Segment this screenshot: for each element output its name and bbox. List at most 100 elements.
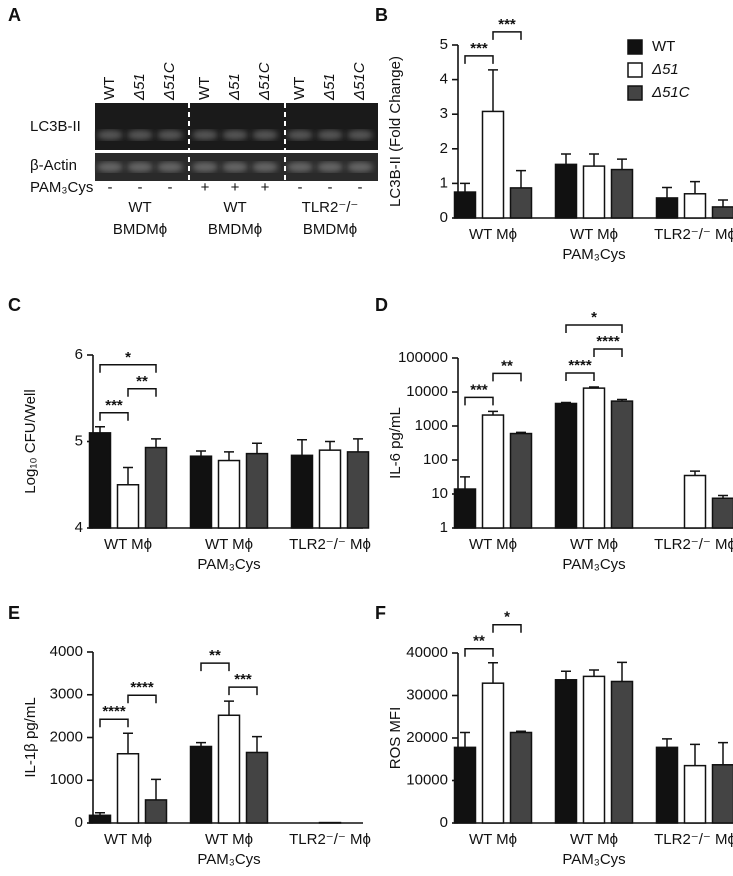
legend-label: Δ51 bbox=[651, 61, 679, 78]
bar bbox=[116, 752, 140, 824]
panel-letter: C bbox=[8, 295, 21, 315]
significance-bracket bbox=[99, 718, 129, 728]
significance-label: ** bbox=[501, 357, 513, 374]
bar bbox=[711, 764, 733, 824]
x-tick-label: WT Mϕ bbox=[469, 226, 517, 243]
significance-bracket bbox=[464, 396, 494, 406]
band bbox=[252, 130, 278, 140]
y-tick-label: 1000 bbox=[50, 771, 83, 788]
bar bbox=[481, 414, 505, 529]
error-bar bbox=[151, 778, 161, 800]
band bbox=[192, 130, 218, 140]
x-tick-label: TLR2⁻/⁻ Mϕ bbox=[654, 831, 733, 848]
bar bbox=[655, 197, 679, 219]
panel-letter: D bbox=[375, 295, 388, 315]
lane-label: Δ51 bbox=[226, 73, 243, 101]
significance-label: * bbox=[125, 349, 131, 366]
legend-label: Δ51C bbox=[651, 84, 690, 101]
significance-label: *** bbox=[470, 40, 488, 57]
bar bbox=[144, 446, 168, 529]
significance-bracket bbox=[200, 662, 230, 672]
significance-bracket bbox=[593, 348, 623, 358]
error-bar bbox=[690, 470, 700, 476]
y-tick-label: 4 bbox=[75, 519, 83, 536]
bar bbox=[290, 454, 314, 529]
panel-letter: B bbox=[375, 5, 388, 25]
band bbox=[287, 162, 313, 172]
x-tick-label: TLR2⁻/⁻ Mϕ bbox=[289, 831, 371, 848]
band bbox=[157, 162, 183, 172]
panel-letter: E bbox=[8, 603, 20, 623]
bar bbox=[144, 799, 168, 824]
blot-row-label: β-Actin bbox=[30, 157, 77, 174]
significance-label: *** bbox=[105, 397, 123, 414]
bar bbox=[509, 731, 533, 824]
error-bar bbox=[224, 451, 234, 461]
error-bar bbox=[589, 386, 599, 389]
band bbox=[222, 130, 248, 140]
error-bar bbox=[224, 700, 234, 716]
bar bbox=[610, 400, 634, 529]
error-bar bbox=[123, 466, 133, 485]
significance-bracket bbox=[127, 388, 157, 397]
error-bar bbox=[516, 169, 526, 188]
legend-swatch bbox=[627, 39, 643, 55]
x-tick-label: WT Mϕ bbox=[104, 536, 152, 553]
y-tick-label: 0 bbox=[440, 209, 448, 226]
y-tick-label: 1 bbox=[440, 174, 448, 191]
significance-label: * bbox=[504, 609, 510, 626]
treatment-sign: - bbox=[358, 179, 363, 196]
treatment-sign: - bbox=[108, 179, 113, 196]
error-bar bbox=[690, 180, 700, 194]
significance-label: **** bbox=[102, 703, 126, 720]
error-bar bbox=[561, 401, 571, 404]
error-bar bbox=[460, 476, 470, 490]
significance-label: **** bbox=[568, 357, 592, 374]
x-tick-sublabel: PAM₃Cys bbox=[562, 556, 625, 573]
y-tick-label: 10 bbox=[431, 485, 448, 502]
error-bar bbox=[690, 743, 700, 766]
error-bar bbox=[589, 669, 599, 677]
error-bar bbox=[617, 158, 627, 170]
band bbox=[222, 162, 248, 172]
error-bar bbox=[123, 732, 133, 754]
significance-label: *** bbox=[470, 381, 488, 398]
lane-label: Δ51 bbox=[131, 73, 148, 101]
significance-label: ** bbox=[136, 373, 148, 390]
bar bbox=[245, 751, 269, 824]
y-tick-label: 100000 bbox=[398, 349, 448, 366]
treatment-sign: - bbox=[298, 179, 303, 196]
significance-label: **** bbox=[596, 333, 620, 350]
band bbox=[252, 162, 278, 172]
y-tick-label: 6 bbox=[75, 346, 83, 363]
error-bar bbox=[718, 199, 728, 207]
bar bbox=[481, 682, 505, 824]
treatment-sign: - bbox=[138, 179, 143, 196]
x-tick-label: TLR2⁻/⁻ Mϕ bbox=[654, 226, 733, 243]
treatment-sign: + bbox=[261, 179, 270, 196]
blot-row-label: LC3B-II bbox=[30, 118, 81, 135]
error-bar bbox=[516, 730, 526, 733]
bar bbox=[554, 163, 578, 219]
bar bbox=[509, 187, 533, 219]
error-bar bbox=[617, 661, 627, 682]
bar bbox=[189, 745, 213, 824]
band bbox=[347, 162, 373, 172]
x-tick-sublabel: PAM₃Cys bbox=[197, 556, 260, 573]
error-bar bbox=[196, 450, 206, 457]
y-axis-label: Log₁₀ CFU/Well bbox=[22, 389, 39, 493]
error-bar bbox=[662, 738, 672, 748]
band bbox=[97, 162, 123, 172]
x-tick-sublabel: PAM₃Cys bbox=[562, 851, 625, 868]
bar bbox=[554, 679, 578, 824]
error-bar bbox=[488, 410, 498, 416]
lane-label: Δ51C bbox=[256, 62, 273, 101]
significance-bracket bbox=[464, 648, 494, 657]
bar bbox=[683, 764, 707, 824]
significance-label: ** bbox=[473, 633, 485, 650]
error-bar bbox=[589, 153, 599, 167]
band bbox=[317, 162, 343, 172]
x-tick-label: WT Mϕ bbox=[104, 831, 152, 848]
x-tick-sublabel: PAM₃Cys bbox=[197, 851, 260, 868]
bar bbox=[318, 449, 342, 529]
